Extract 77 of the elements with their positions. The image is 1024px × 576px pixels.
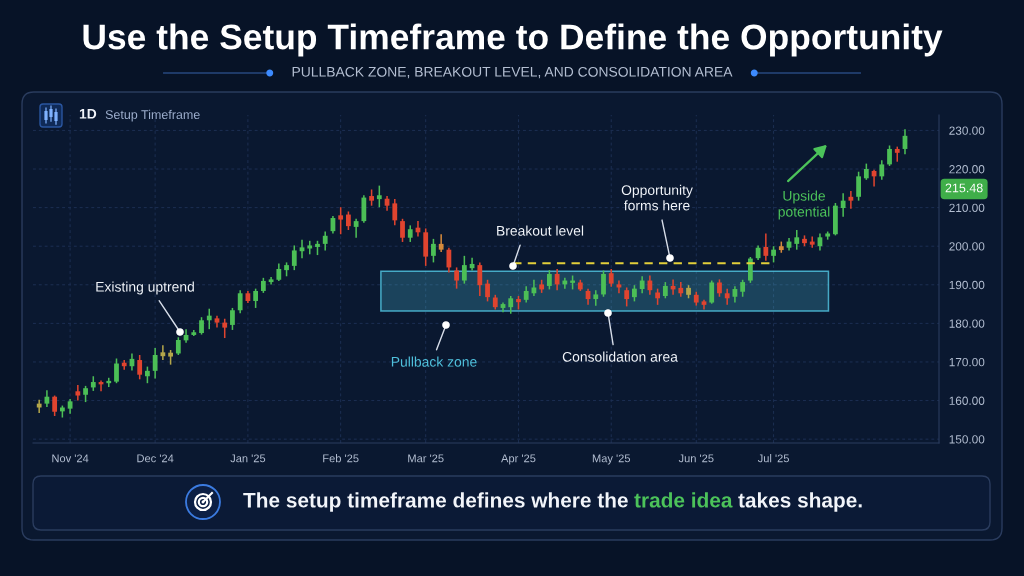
candlestick [894, 145, 900, 163]
candlestick [392, 198, 398, 227]
y-tick-label: 210.00 [949, 203, 985, 213]
candlestick [75, 384, 81, 402]
y-tick-label: 230.00 [949, 126, 985, 135]
y-tick-label: 160.00 [949, 396, 985, 405]
candlestick [601, 269, 606, 298]
candlestick [322, 230, 328, 252]
annotation: Setup Timeframe [105, 109, 200, 122]
candlestick [747, 256, 753, 284]
candlestick [291, 244, 297, 271]
chart-title: Use the Setup Timeframe to Define the Opportunity [83, 23, 943, 57]
annotation: 1D [79, 109, 97, 119]
text: takes shape. [738, 492, 862, 512]
candlestick [647, 274, 653, 296]
annotation: Upside potential [778, 190, 830, 220]
candlestick [338, 206, 344, 236]
candlestick [114, 357, 119, 384]
candlestick [353, 218, 359, 239]
candlestick [794, 229, 800, 251]
x-tick-label: Jan '25 [230, 454, 266, 463]
candlestick [461, 255, 467, 285]
text: trade idea [634, 492, 733, 508]
x-tick-label: May '25 [592, 454, 631, 465]
y-tick-label: 190.00 [949, 280, 985, 290]
text: The setup timeframe defines where the [243, 492, 628, 512]
ref-line-label: Breakout level [497, 225, 584, 236]
x-tick-label: Dec '24 [137, 454, 174, 463]
candlestick [376, 184, 382, 208]
candlestick [678, 281, 684, 298]
candlestick [361, 194, 367, 224]
candlestick [593, 289, 599, 307]
x-tick-label: Apr '25 [501, 454, 536, 465]
candlestick [709, 279, 715, 305]
candlestick [152, 347, 158, 380]
candlestick [887, 144, 892, 167]
annotation: Consolidation area [562, 351, 678, 362]
candlestick [253, 287, 259, 309]
candlestick [840, 192, 846, 218]
annotation: Existing uptrend [96, 281, 194, 295]
band-label: Pullback zone [391, 356, 477, 367]
y-tick-label: 220.00 [949, 165, 985, 174]
candlestick [106, 377, 112, 388]
candlestick [624, 286, 630, 308]
candlestick [879, 159, 885, 181]
annotation: Opportunity forms here [621, 184, 693, 211]
candlestick [554, 268, 560, 291]
candlestick [400, 218, 405, 243]
candlestick [856, 170, 861, 202]
candlestick [431, 238, 436, 264]
candlestick [230, 307, 235, 331]
candlestick [160, 344, 166, 361]
x-tick-label: Jun '25 [678, 454, 714, 463]
chart-subtitle: PULLBACK ZONE, BREAKOUT LEVEL, AND CONSOLIDATION AREA [292, 66, 733, 79]
y-tick-label: 200.00 [949, 242, 985, 251]
candlestick [222, 317, 228, 339]
x-tick-label: Jul '25 [757, 454, 789, 463]
candlestick [477, 261, 483, 297]
candlestick [454, 266, 460, 290]
candlestick [237, 289, 243, 315]
y-tick-label: 180.00 [949, 319, 985, 328]
x-tick-label: Feb '25 [323, 454, 359, 463]
candlestick [848, 190, 854, 210]
candlestick [546, 269, 552, 291]
candlestick [137, 354, 143, 381]
candlestick [809, 235, 815, 249]
x-tick-label: Nov '24 [52, 454, 89, 463]
candlestick [206, 307, 212, 330]
x-tick-label: Mar '25 [408, 454, 444, 463]
candlestick [346, 210, 351, 231]
candlestick [485, 279, 490, 303]
y-tick-label: 170.00 [949, 358, 985, 367]
candlestick [763, 232, 769, 262]
text: 215.48 [945, 183, 983, 193]
y-tick-label: 150.00 [949, 435, 985, 444]
candlestick [52, 394, 58, 417]
candlestick [446, 246, 452, 274]
